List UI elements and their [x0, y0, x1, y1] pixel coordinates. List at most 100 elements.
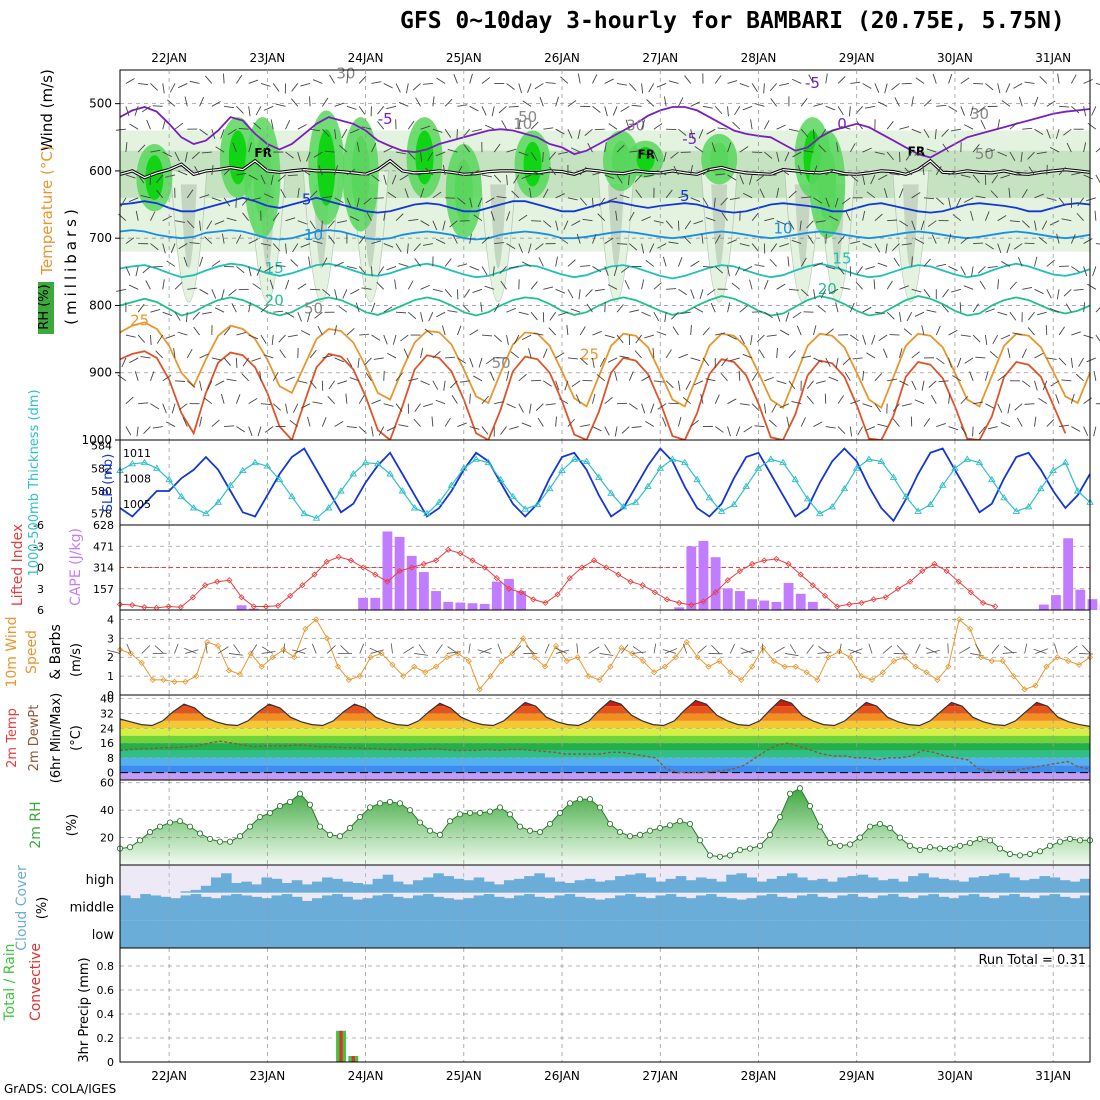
- wind-barb: [530, 151, 537, 161]
- isotherm-line: [119, 196, 1091, 214]
- wind-barb: [661, 417, 667, 427]
- cloud-cover-bar: [574, 880, 586, 893]
- cloud-cover-bar: [1049, 920, 1061, 948]
- wind-barb: [628, 371, 634, 381]
- wind-barb: [1021, 348, 1027, 359]
- wind-barb: [874, 403, 881, 413]
- cloud-cover-bar: [726, 920, 737, 948]
- wind-barb: [856, 120, 863, 130]
- cloud-cover-bar: [605, 920, 616, 948]
- wind-barb: [1059, 105, 1070, 108]
- wind-barb: [1065, 303, 1072, 313]
- lifted-index-line: [119, 549, 996, 609]
- wind-barb: [459, 380, 470, 383]
- wind-barb: [997, 83, 1001, 94]
- cloud-cover-bar: [908, 876, 919, 893]
- wind-barb: [183, 256, 188, 267]
- wind-barb: [870, 174, 876, 185]
- thickness-point: [472, 455, 480, 462]
- wind-barb: [697, 645, 707, 654]
- wind-barb: [363, 197, 372, 205]
- wind-barb: [512, 645, 522, 654]
- cloud-cover-bar: [928, 920, 939, 948]
- wind-barb: [721, 357, 728, 367]
- wind-barb: [678, 256, 683, 267]
- cape-bar: [783, 582, 794, 610]
- isotherm-line: [119, 229, 1091, 241]
- cloud-cover-bar: [918, 895, 929, 921]
- cloud-cover-bar: [948, 920, 960, 948]
- cloud-cover-bar: [443, 898, 454, 921]
- wind-barb: [868, 643, 873, 654]
- wind-speed-point: [836, 648, 843, 655]
- wind-barb: [970, 106, 974, 117]
- cloud-cover-bar: [1049, 877, 1061, 893]
- lifted-index-point: [214, 578, 221, 585]
- wind-barb: [116, 288, 126, 292]
- wind-barb: [408, 311, 417, 320]
- wind-barb: [309, 220, 316, 230]
- lifted-index-point: [627, 578, 634, 585]
- wind-barb: [911, 220, 916, 231]
- wind-barb: [871, 334, 876, 345]
- cloud-cover-bar: [574, 896, 586, 921]
- x-date-label-bottom: 27JAN: [642, 1069, 678, 1083]
- rh2m-point: [226, 838, 234, 845]
- wind-barb: [405, 83, 409, 94]
- wind-barb: [410, 173, 421, 176]
- wind-barb: [555, 380, 560, 391]
- wind-barb: [578, 289, 581, 300]
- cape-bar: [674, 607, 685, 610]
- cloud-cover-bar: [665, 878, 677, 893]
- cloud-cover-bar: [160, 896, 172, 921]
- wind-speed-point: [236, 671, 243, 678]
- wind-barb: [690, 260, 700, 267]
- wind-barb: [960, 77, 970, 84]
- lifted-index-point: [469, 557, 476, 564]
- wind-barb: [1046, 259, 1055, 267]
- wind-barb: [275, 103, 286, 107]
- wind-barb: [563, 220, 569, 231]
- rh2m-point: [366, 804, 374, 811]
- wind-barb: [383, 243, 394, 248]
- rh2m-point: [966, 840, 974, 847]
- wind-barb: [138, 402, 149, 405]
- wind-barb: [1021, 189, 1028, 199]
- cloud-cover-bar: [514, 920, 525, 948]
- slp-tick-label: 1005: [123, 498, 151, 511]
- wind-barb: [171, 403, 176, 414]
- cloud-cover-bar: [190, 889, 202, 893]
- x-date-label-bottom: 29JAN: [839, 1069, 875, 1083]
- cloud-cover-bar: [281, 882, 293, 893]
- cloud-cover-bar: [948, 880, 960, 893]
- cloud-cover-bar: [948, 898, 960, 921]
- wind-barb: [797, 165, 802, 176]
- wind-barb: [564, 380, 569, 391]
- wind-barb: [309, 190, 318, 199]
- wind-barb: [925, 647, 938, 654]
- wind-barb: [253, 122, 262, 130]
- wind-speed-point: [727, 669, 734, 676]
- wind-barb: [776, 187, 780, 198]
- cloud-cover-bar: [857, 920, 869, 948]
- wind-barb: [140, 194, 151, 199]
- wind-barb: [137, 144, 146, 153]
- wind-barb: [594, 288, 605, 292]
- wind-barb: [211, 260, 221, 267]
- thickness-point: [717, 507, 726, 514]
- wind-barb: [617, 243, 628, 245]
- wind-barb: [206, 220, 213, 230]
- wind-barb: [162, 151, 172, 158]
- wind-barb: [702, 357, 710, 367]
- wind-barb: [567, 357, 578, 360]
- lifted-index-point: [396, 567, 403, 575]
- wind-barb: [152, 265, 163, 268]
- thickness-point: [631, 498, 640, 505]
- thickness-point: [656, 464, 665, 471]
- rh2m-point: [776, 813, 784, 821]
- wind-barb: [1009, 151, 1016, 161]
- rh2m-point: [1006, 850, 1014, 858]
- wind-barb: [255, 106, 262, 116]
- cloud-cover-bar: [675, 920, 687, 948]
- lifted-index-point: [749, 560, 756, 568]
